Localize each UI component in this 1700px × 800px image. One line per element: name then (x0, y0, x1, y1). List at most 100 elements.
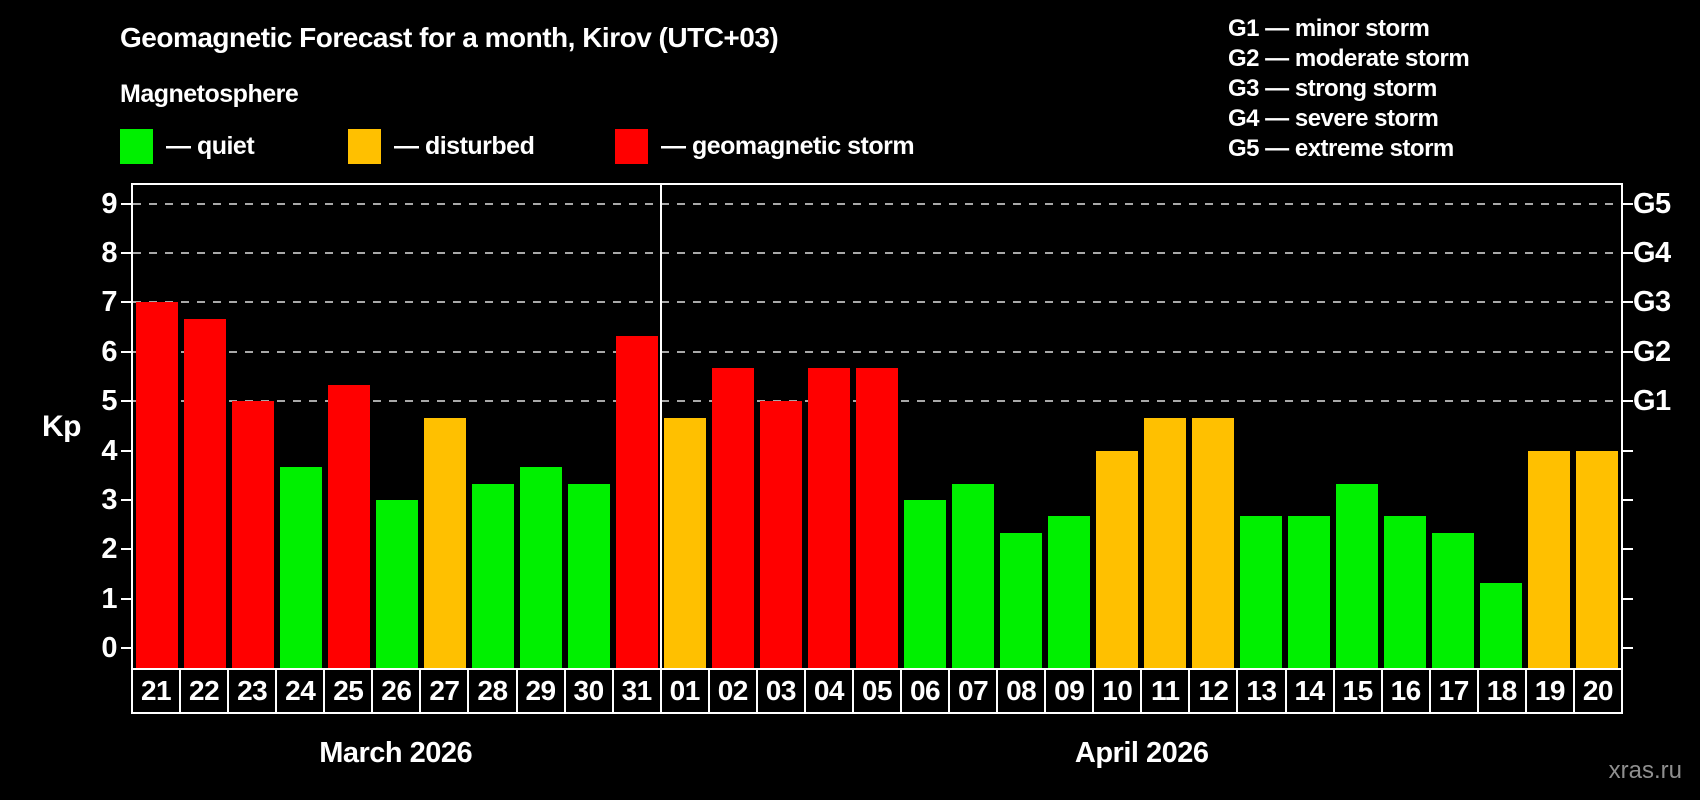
g-scale-item-g4: G4 — severe storm (1228, 105, 1439, 132)
legend-item-disturbed: — disturbed (348, 129, 535, 164)
y-axis-label-0: 0 (101, 632, 117, 665)
g-scale-item-g2: G2 — moderate storm (1228, 45, 1470, 72)
y-axis-tick-left (121, 647, 131, 650)
legend-item-quiet: — quiet (120, 129, 255, 164)
kp-bar-22 (184, 318, 226, 668)
y-axis-tick-left (121, 548, 131, 551)
kp-bar-01 (664, 417, 706, 668)
date-cell-28: 28 (469, 670, 518, 712)
storm-color-swatch (615, 129, 648, 164)
y-axis-tick-right (1623, 400, 1633, 403)
date-cell-20: 20 (1582, 675, 1614, 706)
gridline-kp8 (133, 252, 1621, 255)
y-axis-tick-right (1623, 499, 1633, 502)
kp-bar-12 (1192, 417, 1234, 668)
chart-plot: G1 G2 G3 G4 G5 0 1 2 3 4 5 6 7 8 9 (101, 183, 1671, 668)
kp-bar-19 (1528, 450, 1570, 668)
kp-bar-21 (136, 302, 178, 668)
g-scale-tick-label-g4: G4 (1633, 237, 1671, 270)
kp-bar-16 (1384, 516, 1426, 668)
y-axis-tick-left (121, 301, 131, 304)
kp-bar-30 (568, 483, 610, 668)
y-axis-tick-right (1623, 252, 1633, 255)
y-axis-tick-left (121, 350, 131, 353)
kp-bar-03 (760, 401, 802, 668)
date-cell-05: 05 (854, 670, 902, 712)
kp-bar-18 (1480, 582, 1522, 668)
date-cell-18: 18 (1479, 670, 1527, 712)
y-axis-tick-left (121, 449, 131, 452)
date-cell-04: 04 (806, 670, 854, 712)
y-axis-tick-left (121, 499, 131, 502)
date-cell-30: 30 (566, 670, 614, 712)
kp-bar-14 (1288, 516, 1330, 668)
y-axis-tick-right (1623, 202, 1633, 205)
g-scale-tick-label-g2: G2 (1633, 335, 1671, 368)
y-axis-label-2: 2 (101, 533, 117, 566)
kp-bar-11 (1144, 417, 1186, 668)
y-axis-tick-left (121, 202, 131, 205)
date-cell-02: 02 (710, 670, 758, 712)
y-axis-tick-right (1623, 548, 1633, 551)
date-cell-17: 17 (1431, 670, 1479, 712)
gridline-kp7 (133, 301, 1621, 304)
date-cell-08: 08 (998, 670, 1047, 712)
kp-bar-31 (616, 335, 658, 668)
date-cell-14: 14 (1287, 670, 1335, 712)
g-scale-item-g3: G3 — strong storm (1228, 75, 1437, 102)
month-separator-line (660, 185, 662, 668)
y-axis-label-5: 5 (101, 385, 117, 418)
y-axis-label-4: 4 (101, 434, 117, 467)
y-axis-tick-right (1623, 350, 1633, 353)
page-title: Geomagnetic Forecast for a month, Kirov … (120, 22, 779, 53)
date-cell-31: 31 (614, 670, 662, 712)
date-cell-12: 12 (1190, 670, 1239, 712)
date-cell-10: 10 (1094, 670, 1143, 712)
y-axis-tick-right (1623, 449, 1633, 452)
date-cell-15: 15 (1335, 670, 1383, 712)
y-axis-tick-right (1623, 301, 1633, 304)
date-cell-21: 21 (133, 670, 182, 712)
date-cell-07: 07 (950, 670, 999, 712)
y-axis-tick-left (121, 252, 131, 255)
date-cell-11: 11 (1142, 670, 1191, 712)
kp-bar-20 (1576, 450, 1618, 668)
gridline-kp6 (133, 350, 1621, 353)
date-cell-06: 06 (902, 670, 951, 712)
gridline-kp9 (133, 202, 1621, 205)
date-cell-03: 03 (758, 670, 806, 712)
legend-quiet-label: — quiet (166, 132, 255, 160)
kp-bar-02 (712, 368, 754, 668)
quiet-color-swatch (120, 129, 153, 164)
kp-bar-26 (376, 500, 418, 668)
subtitle-magnetosphere: Magnetosphere (120, 80, 299, 108)
y-axis-title-kp: Kp (42, 410, 82, 443)
g-scale-legend: G1 — minor storm G2 — moderate storm G3 … (1228, 14, 1470, 164)
g-scale-item-g5: G5 — extreme storm (1228, 135, 1454, 162)
y-axis-label-3: 3 (101, 484, 117, 517)
kp-bar-06 (904, 500, 946, 668)
date-cell-01: 01 (662, 670, 710, 712)
kp-bar-17 (1432, 533, 1474, 668)
date-cell-29: 29 (518, 670, 566, 712)
kp-bar-08 (1000, 533, 1042, 668)
month-label-april: April 2026 (1074, 737, 1209, 769)
y-axis-tick-right (1623, 647, 1633, 650)
kp-bar-27 (424, 417, 466, 668)
kp-bar-07 (952, 483, 994, 668)
kp-bar-05 (856, 368, 898, 668)
y-axis-label-9: 9 (101, 187, 117, 220)
kp-bar-09 (1048, 516, 1090, 668)
kp-bar-15 (1336, 483, 1378, 668)
g-scale-tick-label-g5: G5 (1633, 187, 1671, 220)
date-cell-22: 22 (181, 670, 230, 712)
date-cell-26: 26 (373, 670, 422, 712)
disturbed-color-swatch (348, 129, 381, 164)
g-scale-tick-label-g3: G3 (1633, 286, 1671, 319)
date-cell-09: 09 (1046, 670, 1095, 712)
kp-bar-13 (1240, 516, 1282, 668)
kp-bar-25 (328, 384, 370, 668)
date-cell-24: 24 (277, 670, 326, 712)
date-cell-23: 23 (229, 670, 278, 712)
y-axis-label-6: 6 (101, 335, 117, 368)
